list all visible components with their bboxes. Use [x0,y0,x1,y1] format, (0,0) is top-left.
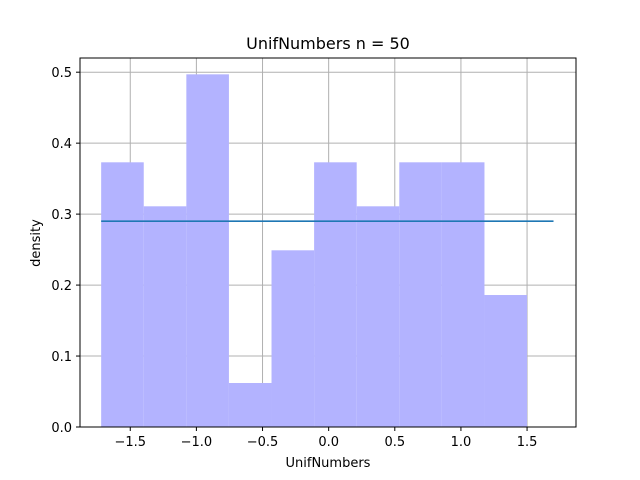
y-tick-label: 0.5 [51,66,72,81]
x-tick-label: 1.0 [451,435,472,450]
x-tick-label: −1.5 [114,435,146,450]
histogram-bar [356,206,400,427]
chart-title: UnifNumbers n = 50 [246,34,410,53]
y-axis-title: density [29,219,44,267]
histogram-bar [271,250,315,427]
histogram-bar [101,162,144,427]
y-axis-ticks: 0.0 0.1 0.2 0.3 0.4 0.5 [51,66,80,436]
y-tick-label: 0.2 [51,279,72,294]
y-tick-label: 0.1 [51,350,72,365]
x-tick-label: −0.5 [247,435,279,450]
histogram-bar [228,383,272,427]
y-tick-label: 0.0 [51,421,72,436]
x-axis-ticks: −1.5 −1.0 −0.5 0.0 0.5 1.0 1.5 [114,427,537,450]
histogram-bar [314,162,357,427]
histogram-bar [186,74,229,427]
y-tick-label: 0.3 [51,208,72,223]
x-tick-label: 0.0 [318,435,339,450]
x-tick-label: 1.5 [517,435,538,450]
x-axis-title: UnifNumbers [286,456,371,471]
plot-frame [79,57,577,428]
x-tick-label: −1.0 [181,435,213,450]
histogram-bar [143,206,187,427]
y-tick-label: 0.4 [51,137,72,152]
histogram-bars [101,74,528,427]
histogram-bar [399,162,442,427]
histogram-bar [441,162,485,427]
histogram-bar [484,295,528,427]
x-tick-label: 0.5 [384,435,405,450]
